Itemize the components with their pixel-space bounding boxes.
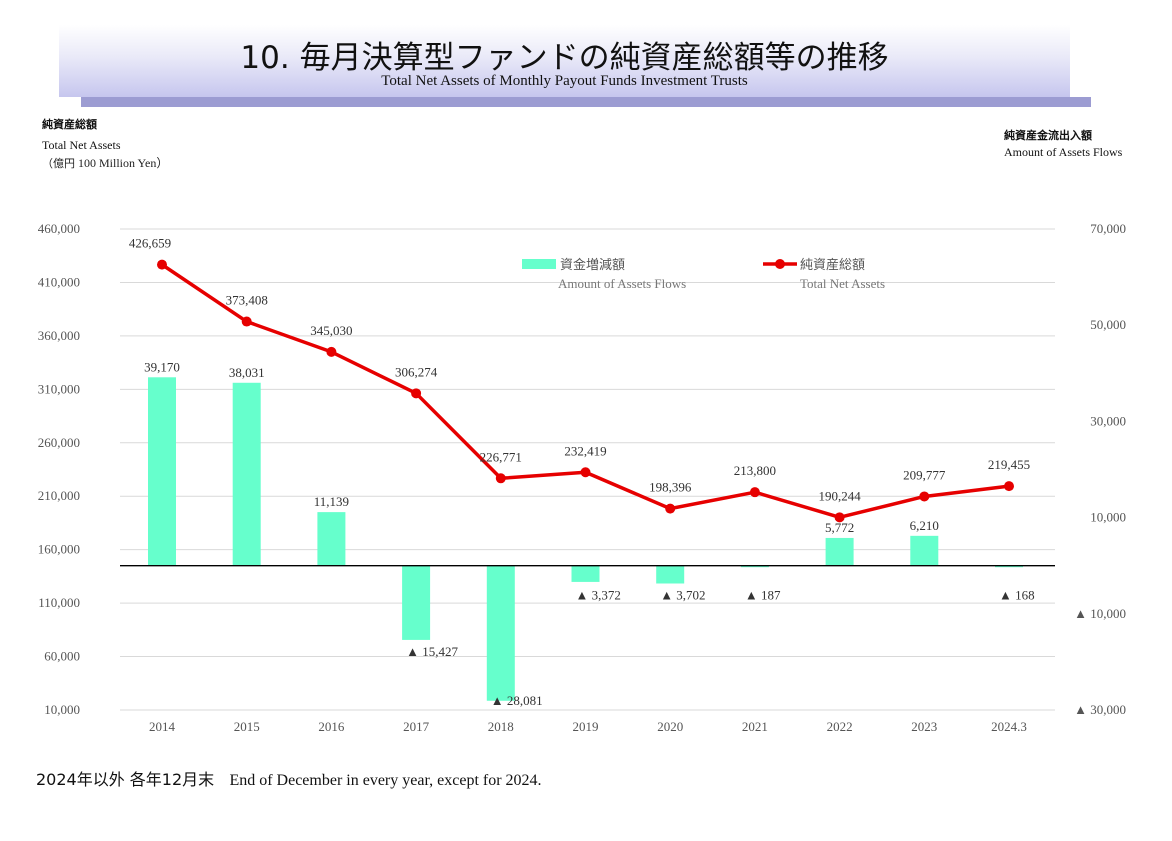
flow-bar xyxy=(740,565,769,568)
left-axis-tick-label: 260,000 xyxy=(38,435,80,450)
x-axis-tick-label: 2021 xyxy=(742,719,768,734)
left-axis-unit-jp: （億円 xyxy=(42,157,75,170)
net-assets-data-label: 198,396 xyxy=(649,480,692,495)
net-assets-point xyxy=(1004,481,1014,492)
net-assets-point xyxy=(411,388,422,399)
flow-bar xyxy=(317,512,346,566)
net-assets-data-label: 232,419 xyxy=(564,443,606,458)
flow-bar xyxy=(995,565,1023,568)
net-assets-data-label: 213,800 xyxy=(734,463,776,478)
right-axis-note: 純資産金流出入額 Amount of Assets Flows xyxy=(1004,127,1122,161)
left-axis-tick-label: 210,000 xyxy=(38,488,80,503)
flow-data-label: ▲ 187 xyxy=(745,588,781,603)
net-assets-line xyxy=(161,263,1010,520)
flow-bar xyxy=(232,382,261,566)
left-axis-tick-label: 310,000 xyxy=(38,381,80,396)
net-assets-data-label: 226,771 xyxy=(480,449,522,464)
legend-label-flows-jp: 資金増減額 xyxy=(560,257,625,273)
flow-data-label: ▲ 168 xyxy=(999,588,1035,603)
right-axis-title-en: Amount of Assets Flows xyxy=(1004,145,1123,159)
left-axis-tick-label: 160,000 xyxy=(38,542,80,557)
net-assets-data-label: 345,030 xyxy=(310,323,352,338)
flow-data-label: ▲ 28,081 xyxy=(491,693,543,708)
x-axis-tick-label: 2018 xyxy=(488,719,514,734)
right-axis-tick-label: 70,000 xyxy=(1090,221,1126,236)
x-axis-tick-label: 2014 xyxy=(149,719,176,734)
left-axis-tick-label: 410,000 xyxy=(38,274,80,289)
x-axis-tick-label: 2017 xyxy=(403,719,430,734)
flow-bar xyxy=(402,565,431,640)
x-axis-tick-label: 2019 xyxy=(573,719,599,734)
legend-label-flows-en: Amount of Assets Flows xyxy=(558,276,686,291)
flow-bar xyxy=(656,565,685,584)
x-axis-tick-label: 2022 xyxy=(827,719,853,734)
left-axis-title-en: Total Net Assets xyxy=(42,138,121,152)
net-assets-data-label: 306,274 xyxy=(395,364,438,379)
right-axis-tick-label: ▲ 10,000 xyxy=(1074,606,1126,621)
left-axis-note: 純資産総額 Total Net Assets xyxy=(42,114,121,156)
x-axis-tick-label: 2016 xyxy=(318,719,345,734)
net-assets-point xyxy=(919,491,930,502)
net-assets-data-label: 190,244 xyxy=(818,488,861,503)
left-axis-title-jp: 純資産総額 xyxy=(42,118,97,131)
title-underline-bar xyxy=(81,97,1091,107)
page-title: 10. 毎月決算型ファンドの純資産総額等の推移 xyxy=(240,40,889,76)
net-assets-data-label: 209,777 xyxy=(903,467,946,482)
x-axis-tick-label: 2024.3 xyxy=(991,719,1027,734)
flow-data-label: 6,210 xyxy=(910,518,939,533)
left-axis-tick-label: 110,000 xyxy=(38,595,80,610)
left-axis-tick-label: 360,000 xyxy=(38,328,80,343)
footer-note: 2024年以外 各年12月末 End of December in every … xyxy=(36,766,542,790)
legend-label-assets-jp: 純資産総額 xyxy=(800,257,865,273)
left-axis-unit: （億円 100 Million Yen） xyxy=(42,154,168,171)
flow-data-label: ▲ 3,702 xyxy=(660,588,705,603)
legend-swatch-flows xyxy=(522,259,556,269)
x-axis-tick-label: 2020 xyxy=(657,719,683,734)
right-axis-tick-label: 50,000 xyxy=(1090,317,1126,332)
net-assets-point xyxy=(241,316,252,327)
flow-data-label: 39,170 xyxy=(144,359,180,374)
left-axis-tick-label: 10,000 xyxy=(44,702,80,717)
flow-bar xyxy=(571,565,600,582)
flow-bar xyxy=(486,565,515,701)
left-axis-unit-en: 100 Million Yen） xyxy=(75,156,169,170)
flow-bar xyxy=(148,377,176,566)
title-band xyxy=(59,25,1070,97)
net-assets-point xyxy=(580,467,591,478)
right-axis-tick-label: ▲ 30,000 xyxy=(1074,702,1126,717)
net-assets-data-label: 219,455 xyxy=(988,457,1030,472)
legend-swatch-marker xyxy=(775,259,785,269)
legend-label-assets-en: Total Net Assets xyxy=(800,276,885,291)
flow-data-label: ▲ 3,372 xyxy=(576,588,621,603)
net-assets-data-label: 373,408 xyxy=(226,293,268,308)
footer-note-en: End of December in every year, except fo… xyxy=(229,772,542,789)
x-axis-tick-label: 2023 xyxy=(911,719,937,734)
right-axis-title-jp: 純資産金流出入額 xyxy=(1004,129,1092,142)
flow-data-label: ▲ 15,427 xyxy=(406,644,458,659)
left-axis-tick-label: 60,000 xyxy=(44,649,80,664)
net-assets-point xyxy=(665,503,676,514)
flow-data-label: 11,139 xyxy=(314,494,349,509)
net-assets-data-label: 426,659 xyxy=(129,236,171,251)
footer-note-jp: 2024年以外 各年12月末 xyxy=(36,770,215,789)
net-assets-point xyxy=(749,487,760,498)
net-assets-point xyxy=(834,512,845,523)
right-axis-tick-label: 10,000 xyxy=(1090,510,1126,525)
net-assets-point xyxy=(495,473,506,484)
net-assets-point xyxy=(157,259,167,270)
right-axis-tick-label: 30,000 xyxy=(1090,413,1126,428)
page-subtitle: Total Net Assets of Monthly Payout Funds… xyxy=(381,73,748,89)
x-axis-tick-label: 2015 xyxy=(234,719,260,734)
flow-data-label: 38,031 xyxy=(229,365,265,380)
flow-bar xyxy=(825,537,854,566)
left-axis-tick-label: 460,000 xyxy=(38,221,80,236)
flow-bar xyxy=(910,535,939,566)
flow-data-label: 5,772 xyxy=(825,520,854,535)
net-assets-point xyxy=(326,346,337,357)
